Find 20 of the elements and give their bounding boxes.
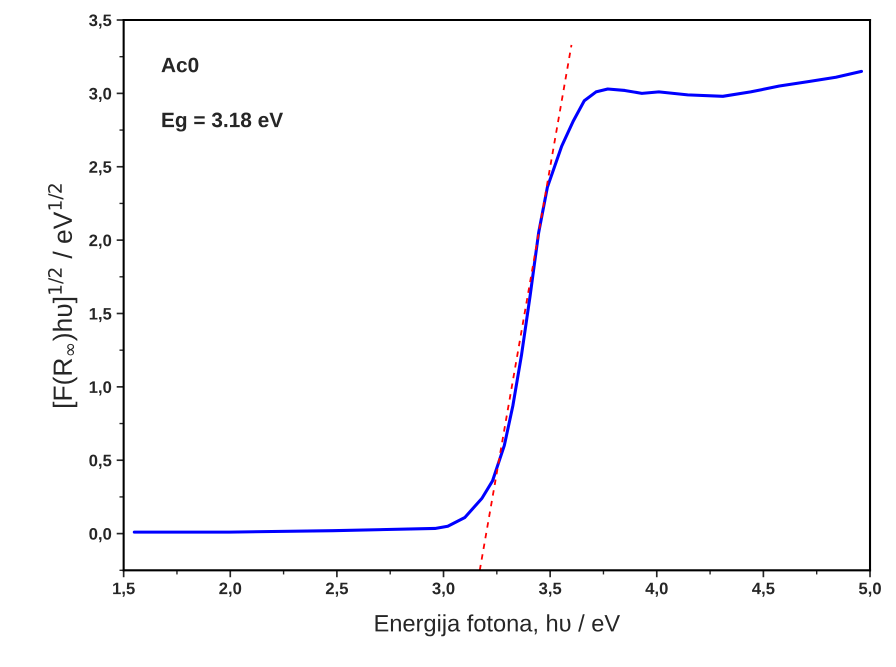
y-tick-label: 1,0 [90, 381, 112, 396]
x-tick-label: 3,0 [432, 582, 454, 597]
x-tick-label: 2,0 [219, 582, 242, 597]
y-axis-title: [F(R$_{∞}$)hυ]$^{1/2}$ / eV$^{1/2}$ [48, 184, 78, 408]
x-tick-label: 3,5 [538, 582, 562, 597]
y-tick-label: 0,5 [89, 454, 112, 469]
x-tick-label: 1,5 [113, 582, 135, 597]
y-tick-label: 3,5 [89, 14, 112, 29]
y-tick-label: 2,0 [89, 234, 112, 249]
y-tick-label: 3,0 [89, 88, 112, 102]
x-tick-label: 4,0 [645, 582, 668, 597]
y-tick-label: 0,0 [89, 528, 112, 542]
annotation: Ac0 [161, 58, 198, 72]
x-tick-label: 2,5 [326, 582, 348, 597]
x-tick-label: 5,0 [858, 582, 881, 597]
x-axis-title: Energija fotona, hυ / eV [376, 614, 620, 636]
annotation: Eg = 3.18 eV [162, 112, 284, 132]
y-tick-label: 2,5 [89, 161, 112, 176]
y-tick-label: 1,5 [90, 308, 112, 322]
x-tick-label: 4,5 [752, 582, 775, 597]
